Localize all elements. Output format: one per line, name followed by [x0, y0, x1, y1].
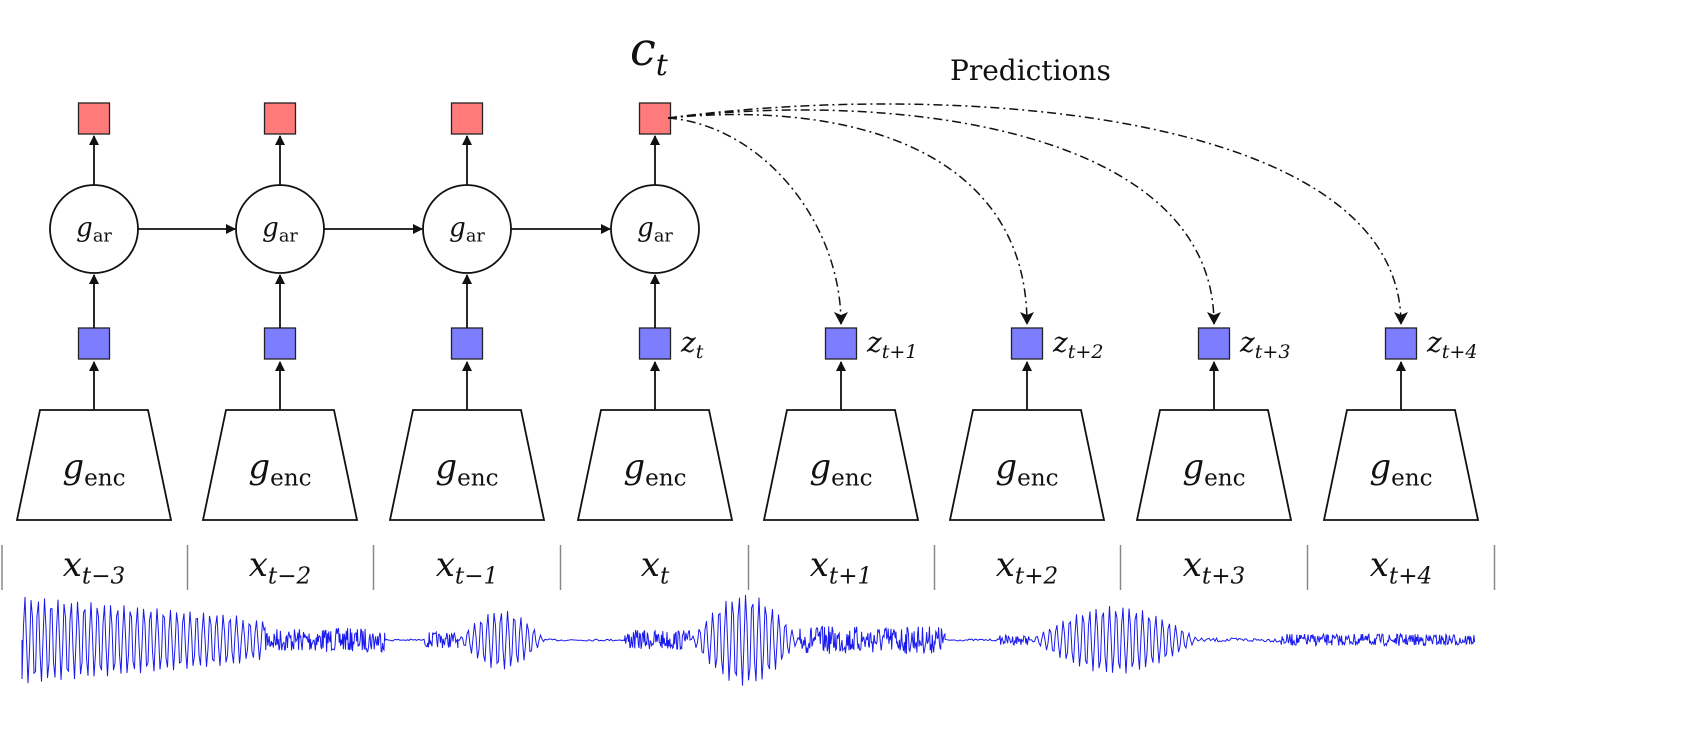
- column-1: genc xt−3 gar: [15, 102, 236, 589]
- column-4: genc zt xt gar: [576, 102, 734, 589]
- column-7: genc zt+3 xt+3: [1135, 326, 1293, 589]
- encoder-block: [1322, 409, 1480, 521]
- encoder-label: genc: [62, 447, 125, 491]
- latent-z-square: [1197, 327, 1231, 360]
- autoregressive-label: gar: [76, 213, 112, 247]
- column-2: genc xt−2 gar: [201, 102, 423, 589]
- latent-z-label: zt+3: [1239, 326, 1290, 363]
- autoregressive-label: gar: [262, 213, 298, 247]
- encoder-block: [762, 409, 920, 521]
- encoder-label: genc: [623, 447, 686, 491]
- encoder-block: [201, 409, 359, 521]
- encoder-label: genc: [809, 447, 872, 491]
- latent-z-label: zt+4: [1426, 326, 1477, 363]
- input-x-label: xt+1: [810, 545, 873, 589]
- autoregressive-label: gar: [637, 213, 673, 247]
- context-c-square: [638, 102, 672, 135]
- latent-z-square: [824, 327, 858, 360]
- encoder-block: [15, 409, 173, 521]
- prediction-arrow: [667, 109, 1221, 325]
- input-x-label: xt+4: [1370, 545, 1433, 589]
- latent-z-square: [450, 327, 484, 360]
- column-5: genc zt+1 xt+1: [762, 326, 920, 589]
- input-x-label: xt: [641, 545, 670, 589]
- encoder-block: [1135, 409, 1293, 521]
- input-x-label: xt+2: [996, 545, 1059, 589]
- audio-waveform: [21, 594, 1476, 686]
- encoder-label: genc: [248, 447, 311, 491]
- column-8: genc zt+4 xt+4: [1322, 326, 1480, 589]
- input-x-label: xt+3: [1183, 545, 1246, 589]
- latent-z-label: zt+2: [1052, 326, 1103, 363]
- encoder-block: [948, 409, 1106, 521]
- prediction-arrow: [667, 103, 1408, 325]
- waveform-trace: [21, 594, 1476, 686]
- latent-z-label: zt: [680, 326, 704, 363]
- latent-z-square: [638, 327, 672, 360]
- context-c-square: [77, 102, 111, 135]
- prediction-arrow: [667, 113, 1034, 325]
- latent-z-square: [77, 327, 111, 360]
- encoder-label: genc: [1369, 447, 1432, 491]
- predictions-label: Predictions: [950, 54, 1111, 87]
- latent-z-square: [1010, 327, 1044, 360]
- autoregressive-label: gar: [449, 213, 485, 247]
- column-3: genc xt−1 gar: [388, 102, 611, 589]
- input-x-label: xt−2: [249, 545, 312, 589]
- input-x-label: xt−1: [436, 545, 499, 589]
- encoder-block: [388, 409, 546, 521]
- latent-z-label: zt+1: [866, 326, 917, 363]
- encoder-label: genc: [1182, 447, 1245, 491]
- latent-z-square: [263, 327, 297, 360]
- encoder-block: [576, 409, 734, 521]
- encoder-label: genc: [435, 447, 498, 491]
- context-c-square: [450, 102, 484, 135]
- encoder-label: genc: [995, 447, 1058, 491]
- input-x-label: xt−3: [63, 545, 126, 589]
- context-c-square: [263, 102, 297, 135]
- prediction-arrow: [667, 117, 848, 325]
- context-label: ct: [630, 22, 669, 83]
- latent-z-square: [1384, 327, 1418, 360]
- column-6: genc zt+2 xt+2: [948, 326, 1106, 589]
